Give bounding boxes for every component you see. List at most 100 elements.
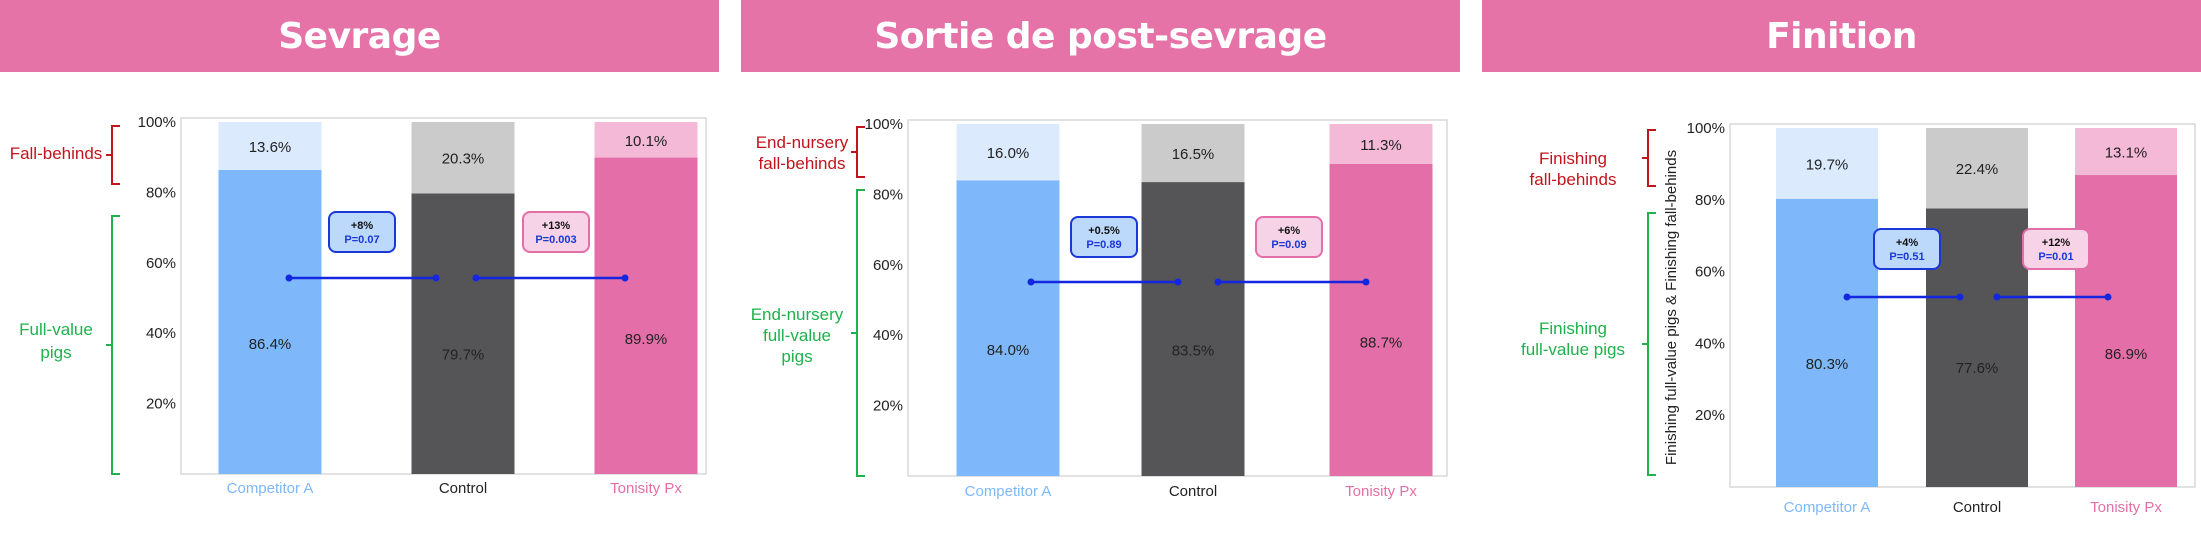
bar-tonisity-px-full-value — [2075, 175, 2177, 488]
category-label-control: Control — [1169, 483, 1217, 500]
connector-endpoint — [1362, 278, 1370, 286]
bar-control-fall-behinds — [1141, 124, 1245, 183]
comparison-delta: +8% — [351, 220, 374, 232]
category-label-competitor-a: Competitor A — [227, 480, 314, 497]
bar-control-full-value — [1141, 182, 1245, 476]
data-label-full-value: 83.5% — [1172, 343, 1215, 360]
y-axis-title: Finishing full-value pigs & Finishing fa… — [1663, 150, 1680, 465]
connector-endpoint — [1993, 293, 2001, 301]
bar-tonisity-px-full-value — [1329, 163, 1433, 476]
y-tick-label: 100% — [138, 114, 176, 131]
data-label-full-value: 77.6% — [1956, 360, 1999, 377]
data-label-fall-behinds: 16.5% — [1172, 146, 1215, 163]
y-tick-label: 80% — [146, 184, 176, 201]
category-label-tonisity-px: Tonisity Px — [1345, 483, 1417, 500]
chart-panel-2: 20% 40% 60% 80% 100% 16.0% 84.0% Competitor A 16… — [751, 116, 1448, 500]
bar-competitor-a-fall-behinds — [218, 122, 322, 170]
fall-behinds-label: fall-behinds — [1530, 170, 1617, 189]
connector-endpoint — [621, 274, 629, 282]
bar-tonisity-px-fall-behinds — [1329, 124, 1433, 164]
comparison-p-value: P=0.01 — [2038, 251, 2073, 263]
y-tick-label: 20% — [873, 398, 903, 415]
y-tick-label: 60% — [146, 255, 176, 272]
full-value-label: pigs — [40, 343, 71, 362]
chart-panel-3: 20% 40% 60% 80% 100% Finishing full-value pig… — [1521, 120, 2196, 516]
full-value-label: full-value pigs — [1521, 340, 1625, 359]
category-label-competitor-a: Competitor A — [965, 483, 1052, 500]
data-label-full-value: 86.9% — [2105, 346, 2148, 363]
connector-endpoint — [1214, 278, 1222, 286]
connector-endpoint — [285, 274, 293, 282]
bar-competitor-a-fall-behinds — [1776, 128, 1878, 199]
data-label-full-value: 80.3% — [1806, 356, 1849, 373]
category-label-control: Control — [1953, 499, 2001, 516]
full-value-brace — [851, 189, 865, 477]
data-label-full-value: 88.7% — [1360, 335, 1403, 352]
comparison-delta: +4% — [1896, 237, 1919, 249]
data-label-full-value: 84.0% — [987, 342, 1030, 359]
full-value-label: full-value — [763, 326, 831, 345]
comparison-box — [2022, 228, 2090, 270]
data-label-fall-behinds: 20.3% — [442, 151, 485, 168]
bar-control-full-value — [411, 193, 515, 474]
bar-control-fall-behinds — [1926, 128, 2028, 209]
connector-endpoint — [1956, 293, 1964, 301]
fall-behinds-label: End-nursery — [756, 133, 849, 152]
bar-tonisity-px-fall-behinds — [2075, 128, 2177, 176]
connector-endpoint — [432, 274, 440, 282]
full-value-label: pigs — [781, 347, 812, 366]
comparison-delta: +13% — [542, 220, 571, 232]
data-label-fall-behinds: 13.6% — [249, 139, 292, 156]
comparison-p-value: P=0.07 — [344, 234, 379, 246]
category-label-control: Control — [439, 480, 487, 497]
bar-tonisity-px-full-value — [594, 157, 698, 474]
y-tick-label: 100% — [1687, 120, 1725, 137]
fall-behinds-label: Fall-behinds — [10, 144, 103, 163]
bar-control-fall-behinds — [411, 122, 515, 194]
fall-behinds-label: fall-behinds — [759, 154, 846, 173]
comparison-p-value: P=0.09 — [1271, 239, 1306, 251]
comparison-p-value: P=0.003 — [535, 234, 576, 246]
panel-header-sevrage: Sevrage — [0, 0, 719, 72]
fall-behinds-brace — [1642, 129, 1656, 187]
connector-endpoint — [1027, 278, 1035, 286]
bar-competitor-a-full-value — [956, 180, 1060, 476]
y-tick-label: 20% — [1695, 407, 1725, 424]
data-label-fall-behinds: 22.4% — [1956, 161, 1999, 178]
panel-header-finition: Finition — [1482, 0, 2201, 72]
y-tick-label: 80% — [873, 186, 903, 203]
category-label-competitor-a: Competitor A — [1784, 499, 1871, 516]
comparison-p-value: P=0.89 — [1086, 239, 1121, 251]
bar-competitor-a-full-value — [1776, 198, 1878, 487]
connector-endpoint — [1174, 278, 1182, 286]
comparison-delta: +0.5% — [1088, 225, 1120, 237]
comparison-box — [1070, 216, 1138, 258]
comparison-box — [522, 211, 590, 253]
comparison-delta: +12% — [2042, 237, 2071, 249]
data-label-fall-behinds: 11.3% — [1360, 137, 1401, 154]
comparison-box — [328, 211, 396, 253]
full-value-brace — [1642, 212, 1656, 476]
data-label-fall-behinds: 10.1% — [625, 133, 668, 150]
panel-header-post-sevrage: Sortie de post-sevrage — [741, 0, 1460, 72]
connector-endpoint — [2104, 293, 2112, 301]
data-label-full-value: 79.7% — [442, 346, 485, 363]
y-tick-label: 40% — [146, 325, 176, 342]
comparison-box — [1255, 216, 1323, 258]
full-value-label: Full-value — [19, 320, 93, 339]
data-label-fall-behinds: 13.1% — [2105, 145, 2148, 162]
y-tick-label: 40% — [873, 327, 903, 344]
data-label-fall-behinds: 19.7% — [1806, 156, 1849, 173]
category-label-tonisity-px: Tonisity Px — [610, 480, 682, 497]
comparison-box — [1873, 228, 1941, 270]
fall-behinds-brace — [851, 126, 865, 178]
fall-behinds-label: Finishing — [1539, 149, 1607, 168]
comparison-delta: +6% — [1278, 225, 1301, 237]
connector-endpoint — [1843, 293, 1851, 301]
y-tick-label: 40% — [1695, 335, 1725, 352]
connector-endpoint — [472, 274, 480, 282]
category-label-tonisity-px: Tonisity Px — [2090, 499, 2162, 516]
fall-behinds-brace — [106, 125, 120, 185]
full-value-brace — [106, 215, 120, 475]
